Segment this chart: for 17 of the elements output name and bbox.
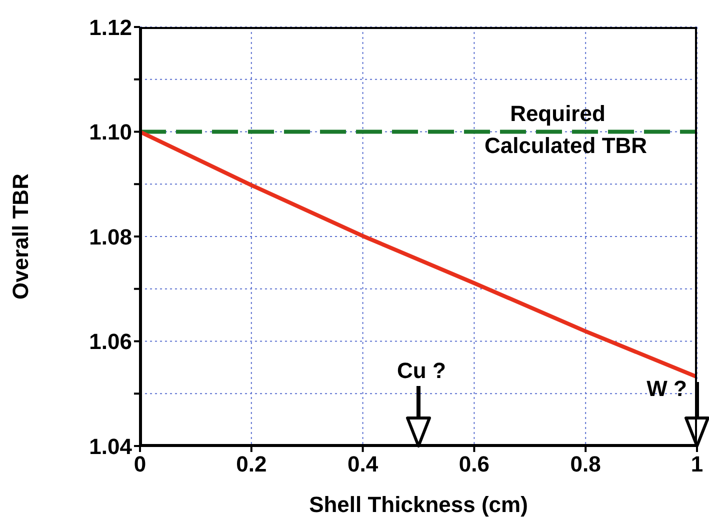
y-tick-label: 1.12: [89, 14, 132, 40]
ref-line-label: Required Calculated TBR: [484, 100, 648, 158]
y-axis-title: Overall TBR: [8, 173, 33, 300]
x-tick-label: 0.4: [348, 452, 379, 477]
x-tick-label: 0: [134, 452, 146, 477]
x-tick-label: 0.2: [236, 452, 267, 477]
y-tick-label: 1.10: [89, 120, 132, 145]
x-tick-label: 1: [690, 452, 704, 477]
annotation: Cu ?: [397, 358, 446, 383]
x-axis-title: Shell Thickness (cm): [309, 492, 528, 517]
x-tick-label: 0.8: [570, 452, 601, 477]
line-series: [140, 130, 697, 379]
annotation: W ?: [646, 376, 687, 401]
y-tick-label: 1.04: [89, 434, 133, 459]
x-tick-label: 0.6: [458, 452, 490, 477]
y-tick-label: 1.08: [89, 224, 132, 250]
y-tick-label: 1.06: [89, 329, 132, 354]
